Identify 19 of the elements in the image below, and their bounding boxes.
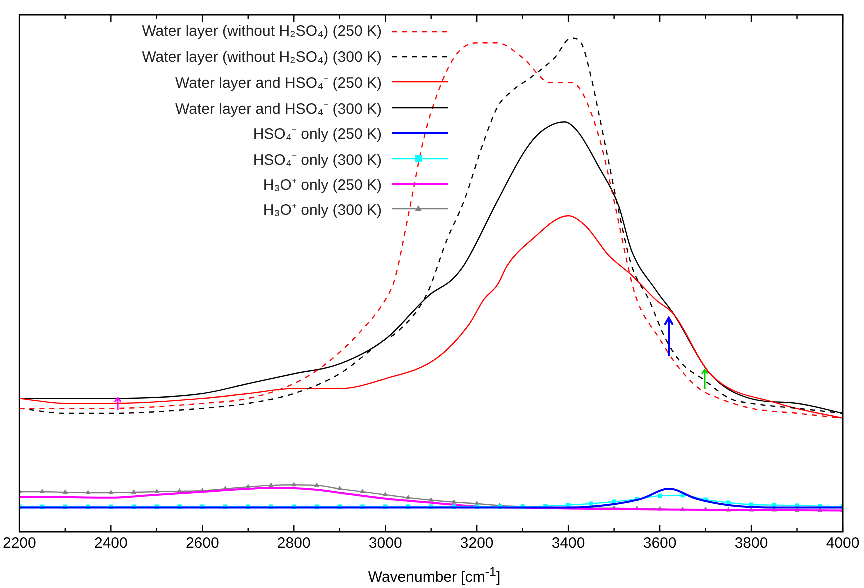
- x-tick-label: 2600: [186, 535, 220, 552]
- legend-label: H₃O⁺ only (300 K): [263, 201, 382, 220]
- x-tick-label: 3000: [368, 535, 402, 552]
- x-tick-label: 3200: [460, 535, 494, 552]
- x-tick-label: 3800: [734, 535, 768, 552]
- x-tick-label: 2800: [277, 535, 311, 552]
- x-axis-title: Wavenumber [cm$^{-1}$]: [367, 565, 502, 586]
- x-tick-label: 2400: [94, 535, 128, 552]
- legend-label: Water layer and HSO₄⁻ (300 K): [176, 100, 382, 118]
- legend-label: Water layer (without H₂SO₄) (300 K): [142, 48, 382, 66]
- x-tick-label: 4000: [826, 535, 860, 552]
- legend-label: Water layer and HSO₄⁻ (250 K): [176, 74, 382, 92]
- x-tick-label: 2200: [2, 535, 36, 552]
- x-tick-label: 3400: [552, 535, 586, 552]
- x-tick-label: 3600: [643, 535, 677, 552]
- legend-label: Water layer (without H₂SO₄) (250 K): [142, 23, 382, 40]
- legend-label: HSO₄⁻ only (250 K): [253, 125, 382, 144]
- legend-label: H₃O⁺ only (250 K): [263, 176, 382, 194]
- legend-label: HSO₄⁻ only (300 K): [253, 150, 382, 169]
